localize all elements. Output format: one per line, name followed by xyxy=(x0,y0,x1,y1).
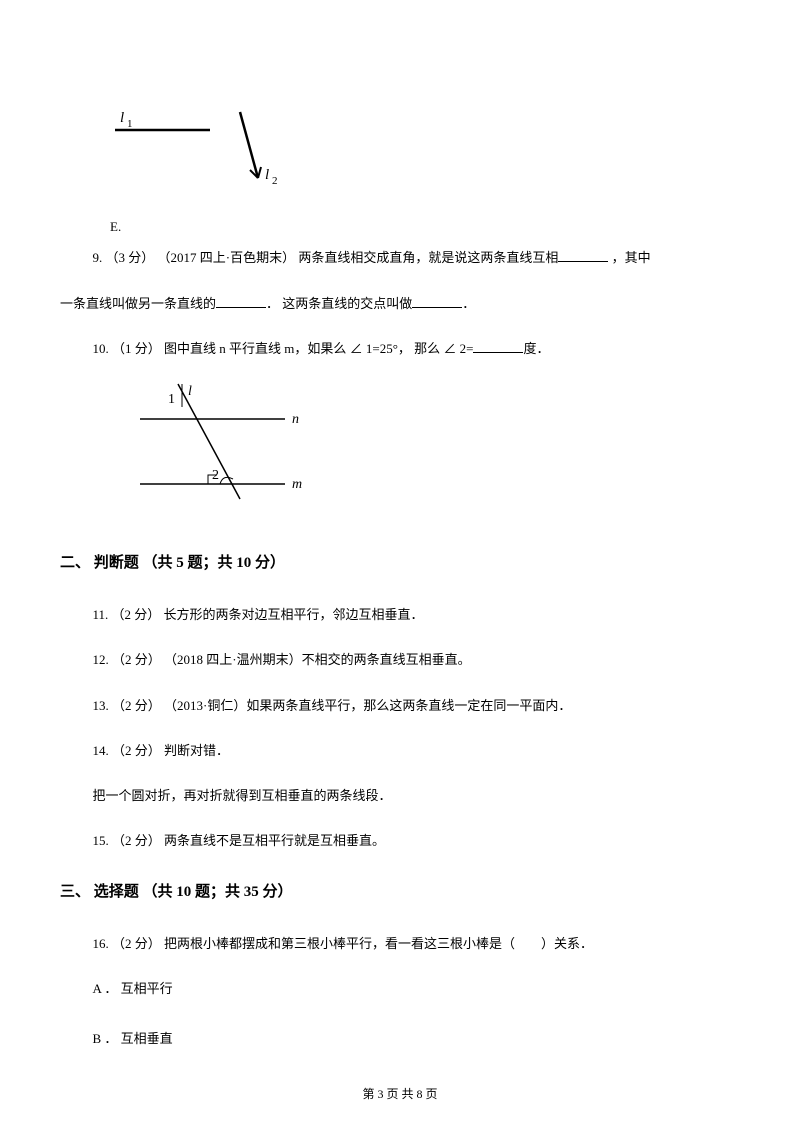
option-e-label: E. xyxy=(110,211,740,242)
q10-text1: 10. （1 分） 图中直线 n 平行直线 m，如果么 ∠ 1=25°， 那么 … xyxy=(93,341,474,356)
question-15: 15. （2 分） 两条直线不是互相平行就是互相垂直。 xyxy=(60,825,740,856)
question-13: 13. （2 分） （2013·铜仁）如果两条直线平行，那么这两条直线一定在同一… xyxy=(60,690,740,721)
label-l2: l xyxy=(265,167,269,183)
label-l2-sub: 2 xyxy=(272,175,278,187)
question-9-cont: 一条直线叫做另一条直线的 ． 这两条直线的交点叫做 ． xyxy=(60,288,740,319)
q16-option-a: A ． 互相平行 xyxy=(60,973,740,1004)
q10-text2: 度． xyxy=(523,341,549,356)
question-10: 10. （1 分） 图中直线 n 平行直线 m，如果么 ∠ 1=25°， 那么 … xyxy=(60,333,740,364)
angle-1-label: 1 xyxy=(168,392,175,407)
question-14-sub: 把一个圆对折，再对折就得到互相垂直的两条线段． xyxy=(60,780,740,811)
q9-text4: ． 这两条直线的交点叫做 xyxy=(266,296,412,311)
question-12: 12. （2 分） （2018 四上·温州期末）不相交的两条直线互相垂直。 xyxy=(60,644,740,675)
question-9: 9. （3 分） （2017 四上·百色期末） 两条直线相交成直角，就是说这两条… xyxy=(60,242,740,273)
q16-option-b: B ． 互相垂直 xyxy=(60,1023,740,1054)
blank xyxy=(412,295,462,308)
blank xyxy=(216,295,266,308)
line-m-label: m xyxy=(292,477,302,492)
blank xyxy=(473,340,523,353)
question-11: 11. （2 分） 长方形的两条对边互相平行，邻边互相垂直． xyxy=(60,599,740,630)
section-3-header: 三、 选择题 （共 10 题；共 35 分） xyxy=(60,874,740,910)
line-n-label: n xyxy=(292,412,299,427)
question-16: 16. （2 分） 把两根小棒都摆成和第三根小棒平行，看一看这三根小棒是（ ）关… xyxy=(60,928,740,959)
figure-parallel-lines: 1 l n m 2 xyxy=(120,379,740,520)
q9-text1: 9. （3 分） （2017 四上·百色期末） 两条直线相交成直角，就是说这两条… xyxy=(93,250,559,265)
question-14: 14. （2 分） 判断对错． xyxy=(60,735,740,766)
q9-text5: ． xyxy=(462,296,475,311)
q9-text2: ，其中 xyxy=(608,250,650,265)
q9-text3: 一条直线叫做另一条直线的 xyxy=(60,296,216,311)
label-l1-sub: 1 xyxy=(127,118,133,130)
line-l-label: l xyxy=(188,384,192,399)
label-l1: l xyxy=(120,110,124,126)
figure-e: l 1 l 2 xyxy=(110,100,740,201)
section-2-header: 二、 判断题 （共 5 题；共 10 分） xyxy=(60,545,740,581)
page-footer: 第 3 页 共 8 页 xyxy=(0,1085,800,1102)
blank xyxy=(558,249,608,262)
